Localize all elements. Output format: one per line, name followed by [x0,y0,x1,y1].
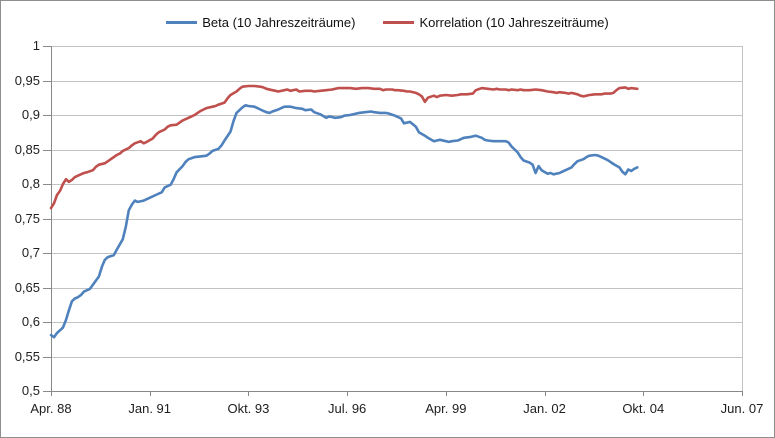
legend-item-korrelation: Korrelation (10 Jahreszeiträume) [383,14,609,30]
y-axis-tick-label: 0,55 [14,348,40,364]
x-axis-tick-label: Apr. 88 [30,401,72,416]
y-axis-tick-label: 0,95 [14,72,40,88]
legend-label-beta: Beta (10 Jahreszeiträume) [202,14,356,30]
legend-line-sample-korrelation [383,20,415,24]
y-axis-tick-label: 0,85 [14,141,40,157]
legend-line-sample-beta [166,20,198,24]
x-axis-tick-label: Jan. 91 [128,401,172,416]
legend-item-beta: Beta (10 Jahreszeiträume) [166,15,355,30]
x-axis-tick-label: Jul. 96 [327,401,367,416]
legend-label-korrelation: Korrelation (10 Jahreszeiträume) [419,14,609,30]
y-axis-tick-label: 0,6 [21,314,40,329]
y-axis-tick-label: 0,8 [21,176,40,191]
y-axis-tick-label: 0,5 [21,383,40,398]
series-line-korrelation [49,84,639,210]
x-axis-tick-label: Jan. 02 [523,401,566,416]
y-axis-tick-label: 0,65 [14,279,40,295]
x-axis-tick-label: Okt. 93 [227,401,270,416]
y-axis-tick-label: 1 [32,38,40,53]
series-line-beta [49,104,639,339]
y-axis-tick-label: 0,9 [21,107,40,122]
y-axis-tick-label: 0,7 [21,245,40,260]
y-axis-tick-label: 0,75 [14,210,40,226]
x-axis-tick-label: Jun. 07 [720,401,764,416]
legend: Beta (10 Jahreszeiträume) Korrelation (1… [0,13,775,31]
x-axis-tick-label: Apr. 99 [425,401,467,416]
x-axis-tick-label: Okt. 04 [622,401,665,416]
